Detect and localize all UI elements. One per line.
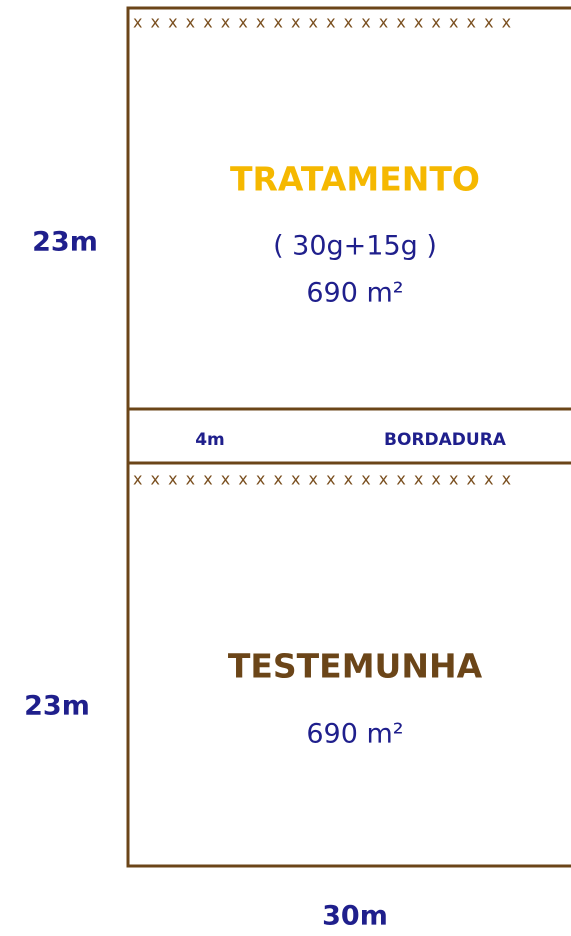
area: 690 m² (306, 719, 403, 750)
plot-title: TESTEMUNHA (228, 647, 483, 686)
marker-row: x x x x x x x x x x x x x x x x x x x x … (133, 470, 513, 489)
marker-row: x x x x x x x x x x x x x x x x x x x x … (133, 13, 513, 32)
dose: ( 30g+15g ) (273, 231, 437, 262)
border-width: 4m (195, 430, 225, 450)
border-label: BORDADURA (384, 430, 507, 450)
side-length: 23m (32, 227, 98, 258)
area: 690 m² (306, 278, 403, 309)
plot-title: TRATAMENTO (230, 160, 480, 199)
bottom-width: 30m (322, 901, 388, 932)
side-length: 23m (24, 691, 90, 722)
